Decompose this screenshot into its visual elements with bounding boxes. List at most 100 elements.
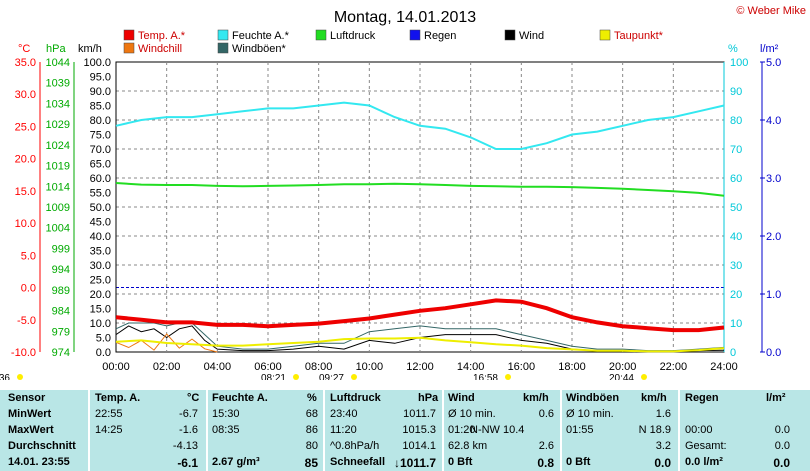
tick-hpa: 1004 — [46, 223, 70, 235]
tick-kmh: 10.0 — [90, 318, 111, 330]
axis-label-rain: l/m² — [760, 43, 779, 55]
table-cell-wind-desc: 0 Bft — [448, 456, 473, 468]
tick-x: 20:00 — [609, 361, 637, 373]
tick-x: 00:00 — [102, 361, 130, 373]
table-cell-temp-val: -4.13 — [172, 440, 198, 452]
table-cell-wind-desc: 01:20 — [448, 424, 476, 436]
axis-label-temp: °C — [18, 43, 30, 55]
legend-label: Wind — [519, 30, 544, 42]
tick-hpa: 1019 — [46, 161, 70, 173]
table-cell-wind-val: 2.6 — [538, 440, 554, 452]
legend-swatch — [123, 29, 135, 41]
table-cell-hum-val: 80 — [305, 440, 318, 452]
tick-kmh: 25.0 — [90, 275, 111, 287]
axis-label-kmh: km/h — [78, 43, 102, 55]
tick-hpa: 984 — [52, 306, 70, 318]
tick-hpa: 1029 — [46, 119, 70, 131]
hdr-rain: Regen — [685, 392, 719, 404]
tick-kmh: 100.0 — [83, 57, 111, 69]
legend-label: Taupunkt* — [614, 30, 664, 42]
tick-hpa: 1009 — [46, 202, 70, 214]
tick-pct: 50 — [730, 202, 742, 214]
table-cell-press-time: 11:20 — [330, 424, 357, 436]
tick-temp: 35.0 — [15, 57, 36, 69]
tick-pct: 10 — [730, 318, 742, 330]
table-cell-wind-dir: N-NW 10.4 — [470, 424, 525, 436]
table-cell-wind-desc: Ø 10 min. — [448, 408, 496, 420]
tick-hpa: 989 — [52, 285, 70, 297]
tick-x: 12:00 — [406, 361, 434, 373]
tick-x: 24:00 — [710, 361, 738, 373]
legend-label: Feuchte A.* — [232, 30, 290, 42]
tick-rain: 5.0 — [766, 57, 781, 69]
series-line-taupunkt- — [115, 336, 725, 353]
legend-swatch — [315, 29, 327, 41]
hdr-rain-unit: l/m² — [766, 392, 786, 404]
table-cell-temp-val: -6.7 — [179, 408, 198, 420]
hdr-gust: Windböen — [566, 392, 620, 404]
tick-hpa: 1024 — [46, 140, 70, 152]
tick-kmh: 70.0 — [90, 144, 111, 156]
tick-kmh: 65.0 — [90, 159, 111, 171]
series-line-temp-a- — [115, 298, 725, 333]
table-cell-label: Durchschnitt — [8, 440, 76, 452]
table-cell-rain-desc: 0.0 l/m² — [685, 456, 723, 468]
sun-event-icon — [641, 374, 647, 380]
sun-event-label: 09:27 — [319, 373, 344, 380]
tick-x: 16:00 — [508, 361, 536, 373]
tick-temp: 30.0 — [15, 89, 36, 101]
table-cell-press-val: ↓1011.7 — [393, 456, 436, 470]
table-cell-temp-time: 14:25 — [95, 424, 123, 436]
hdr-hum: Feuchte A. — [212, 392, 268, 404]
table-cell-gust-val: 1.6 — [655, 408, 671, 420]
stats-table: Sensor Temp. A. °C Feuchte A. % Luftdruc… — [0, 390, 810, 471]
legend-swatch — [217, 29, 229, 41]
tick-kmh: 15.0 — [90, 304, 111, 316]
tick-kmh: 35.0 — [90, 246, 111, 258]
legend-swatch — [409, 29, 421, 41]
hdr-press: Luftdruck — [330, 392, 381, 404]
tick-temp: 10.0 — [15, 218, 36, 230]
tick-rain: 3.0 — [766, 173, 781, 185]
tick-kmh: 50.0 — [90, 202, 111, 214]
sun-event-icon — [351, 374, 357, 380]
table-cell-hum-time: 15:30 — [212, 408, 240, 420]
tick-pct: 80 — [730, 115, 742, 127]
table-cell-gust-val: N 18.9 — [638, 424, 671, 436]
series-line-luftdruck — [115, 182, 725, 197]
sun-event-label: 20:44 — [609, 373, 634, 380]
tick-kmh: 80.0 — [90, 115, 111, 127]
table-cell-rain-desc: 00:00 — [685, 424, 713, 436]
table-cell-wind-desc: 62.8 km — [448, 440, 488, 452]
table-cell-press-val: 1015.3 — [402, 424, 436, 436]
tick-temp: -10.0 — [11, 347, 36, 359]
sun-event-label: 08:21 — [261, 373, 286, 380]
legend-swatch — [599, 29, 611, 41]
tick-pct: 0 — [730, 347, 736, 359]
tick-hpa: 1044 — [46, 57, 70, 69]
legend-label: Windchill — [138, 43, 182, 55]
tick-x: 08:00 — [305, 361, 333, 373]
sun-event-label: 16:58 — [473, 373, 498, 380]
axis-label-hpa: hPa — [46, 43, 66, 55]
sun-event-label: 08:36 — [0, 373, 10, 380]
table-cell-hum-time: 2.67 g/m³ — [212, 456, 260, 468]
table-cell-gust-desc: 0 Bft — [566, 456, 591, 468]
tick-hpa: 1014 — [46, 181, 70, 193]
table-cell-hum-time: 08:35 — [212, 424, 240, 436]
sun-event-icon — [293, 374, 299, 380]
series-line-feuchte-a- — [115, 101, 725, 150]
hdr-hum-unit: % — [307, 392, 317, 404]
weather-chart: Montag, 14.01.2013 © Weber Mike Temp. A.* F… — [0, 5, 806, 380]
tick-pct: 20 — [730, 289, 742, 301]
tick-temp: -5.0 — [17, 315, 36, 327]
tick-hpa: 999 — [52, 243, 70, 255]
table-cell-temp-val: -6.1 — [177, 456, 198, 470]
tick-pct: 60 — [730, 173, 742, 185]
hdr-gust-unit: km/h — [641, 392, 667, 404]
tick-rain: 4.0 — [766, 115, 781, 127]
table-cell-press-val: 1014.1 — [402, 440, 436, 452]
chart-title: Montag, 14.01.2013 — [334, 9, 476, 26]
table-cell-rain-desc: Gesamt: — [685, 440, 727, 452]
tick-rain: 0.0 — [766, 347, 781, 359]
